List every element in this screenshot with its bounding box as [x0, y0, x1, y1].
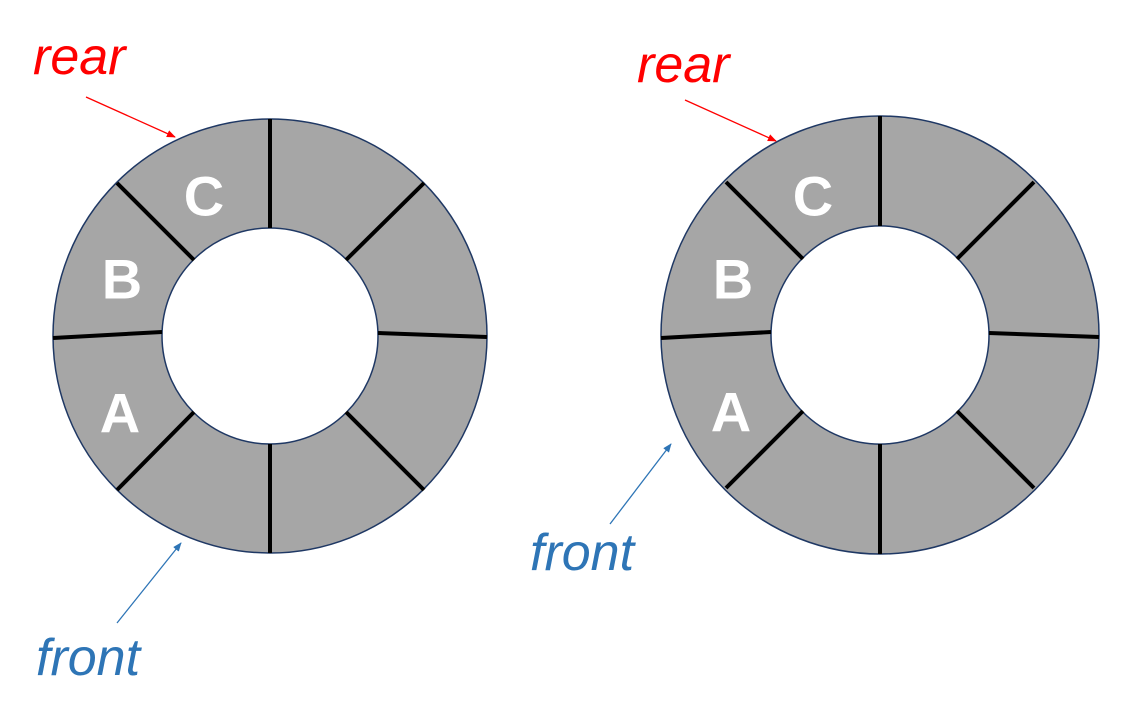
slot-label-c: C [793, 165, 833, 228]
slot-label-a: A [711, 381, 751, 444]
slot-divider [724, 180, 805, 261]
circular-queue-1: A B C rear front [33, 28, 488, 687]
slot-divider [988, 331, 1100, 339]
front-label: front [36, 629, 143, 687]
slot-divider [660, 330, 772, 340]
slot-divider [115, 410, 196, 492]
slot-divider [115, 181, 196, 262]
slot-divider [377, 331, 488, 339]
slot-divider [344, 410, 426, 492]
slot-divider [955, 409, 1036, 490]
slot-label-b: B [713, 248, 753, 311]
slot-divider [52, 330, 163, 340]
front-label: front [530, 524, 637, 582]
rear-label: rear [637, 36, 732, 94]
rear-label: rear [33, 28, 128, 86]
rear-arrow [85, 96, 176, 138]
front-arrow [116, 542, 182, 624]
slot-label-b: B [102, 248, 142, 311]
rear-arrow [684, 99, 777, 142]
slot-divider [344, 181, 426, 262]
front-arrow [609, 443, 672, 525]
slot-divider [724, 409, 805, 490]
slot-label-c: C [184, 165, 224, 228]
slot-divider [955, 180, 1036, 261]
slot-label-a: A [100, 382, 140, 445]
circular-queue-2: A B C rear front [530, 36, 1100, 582]
